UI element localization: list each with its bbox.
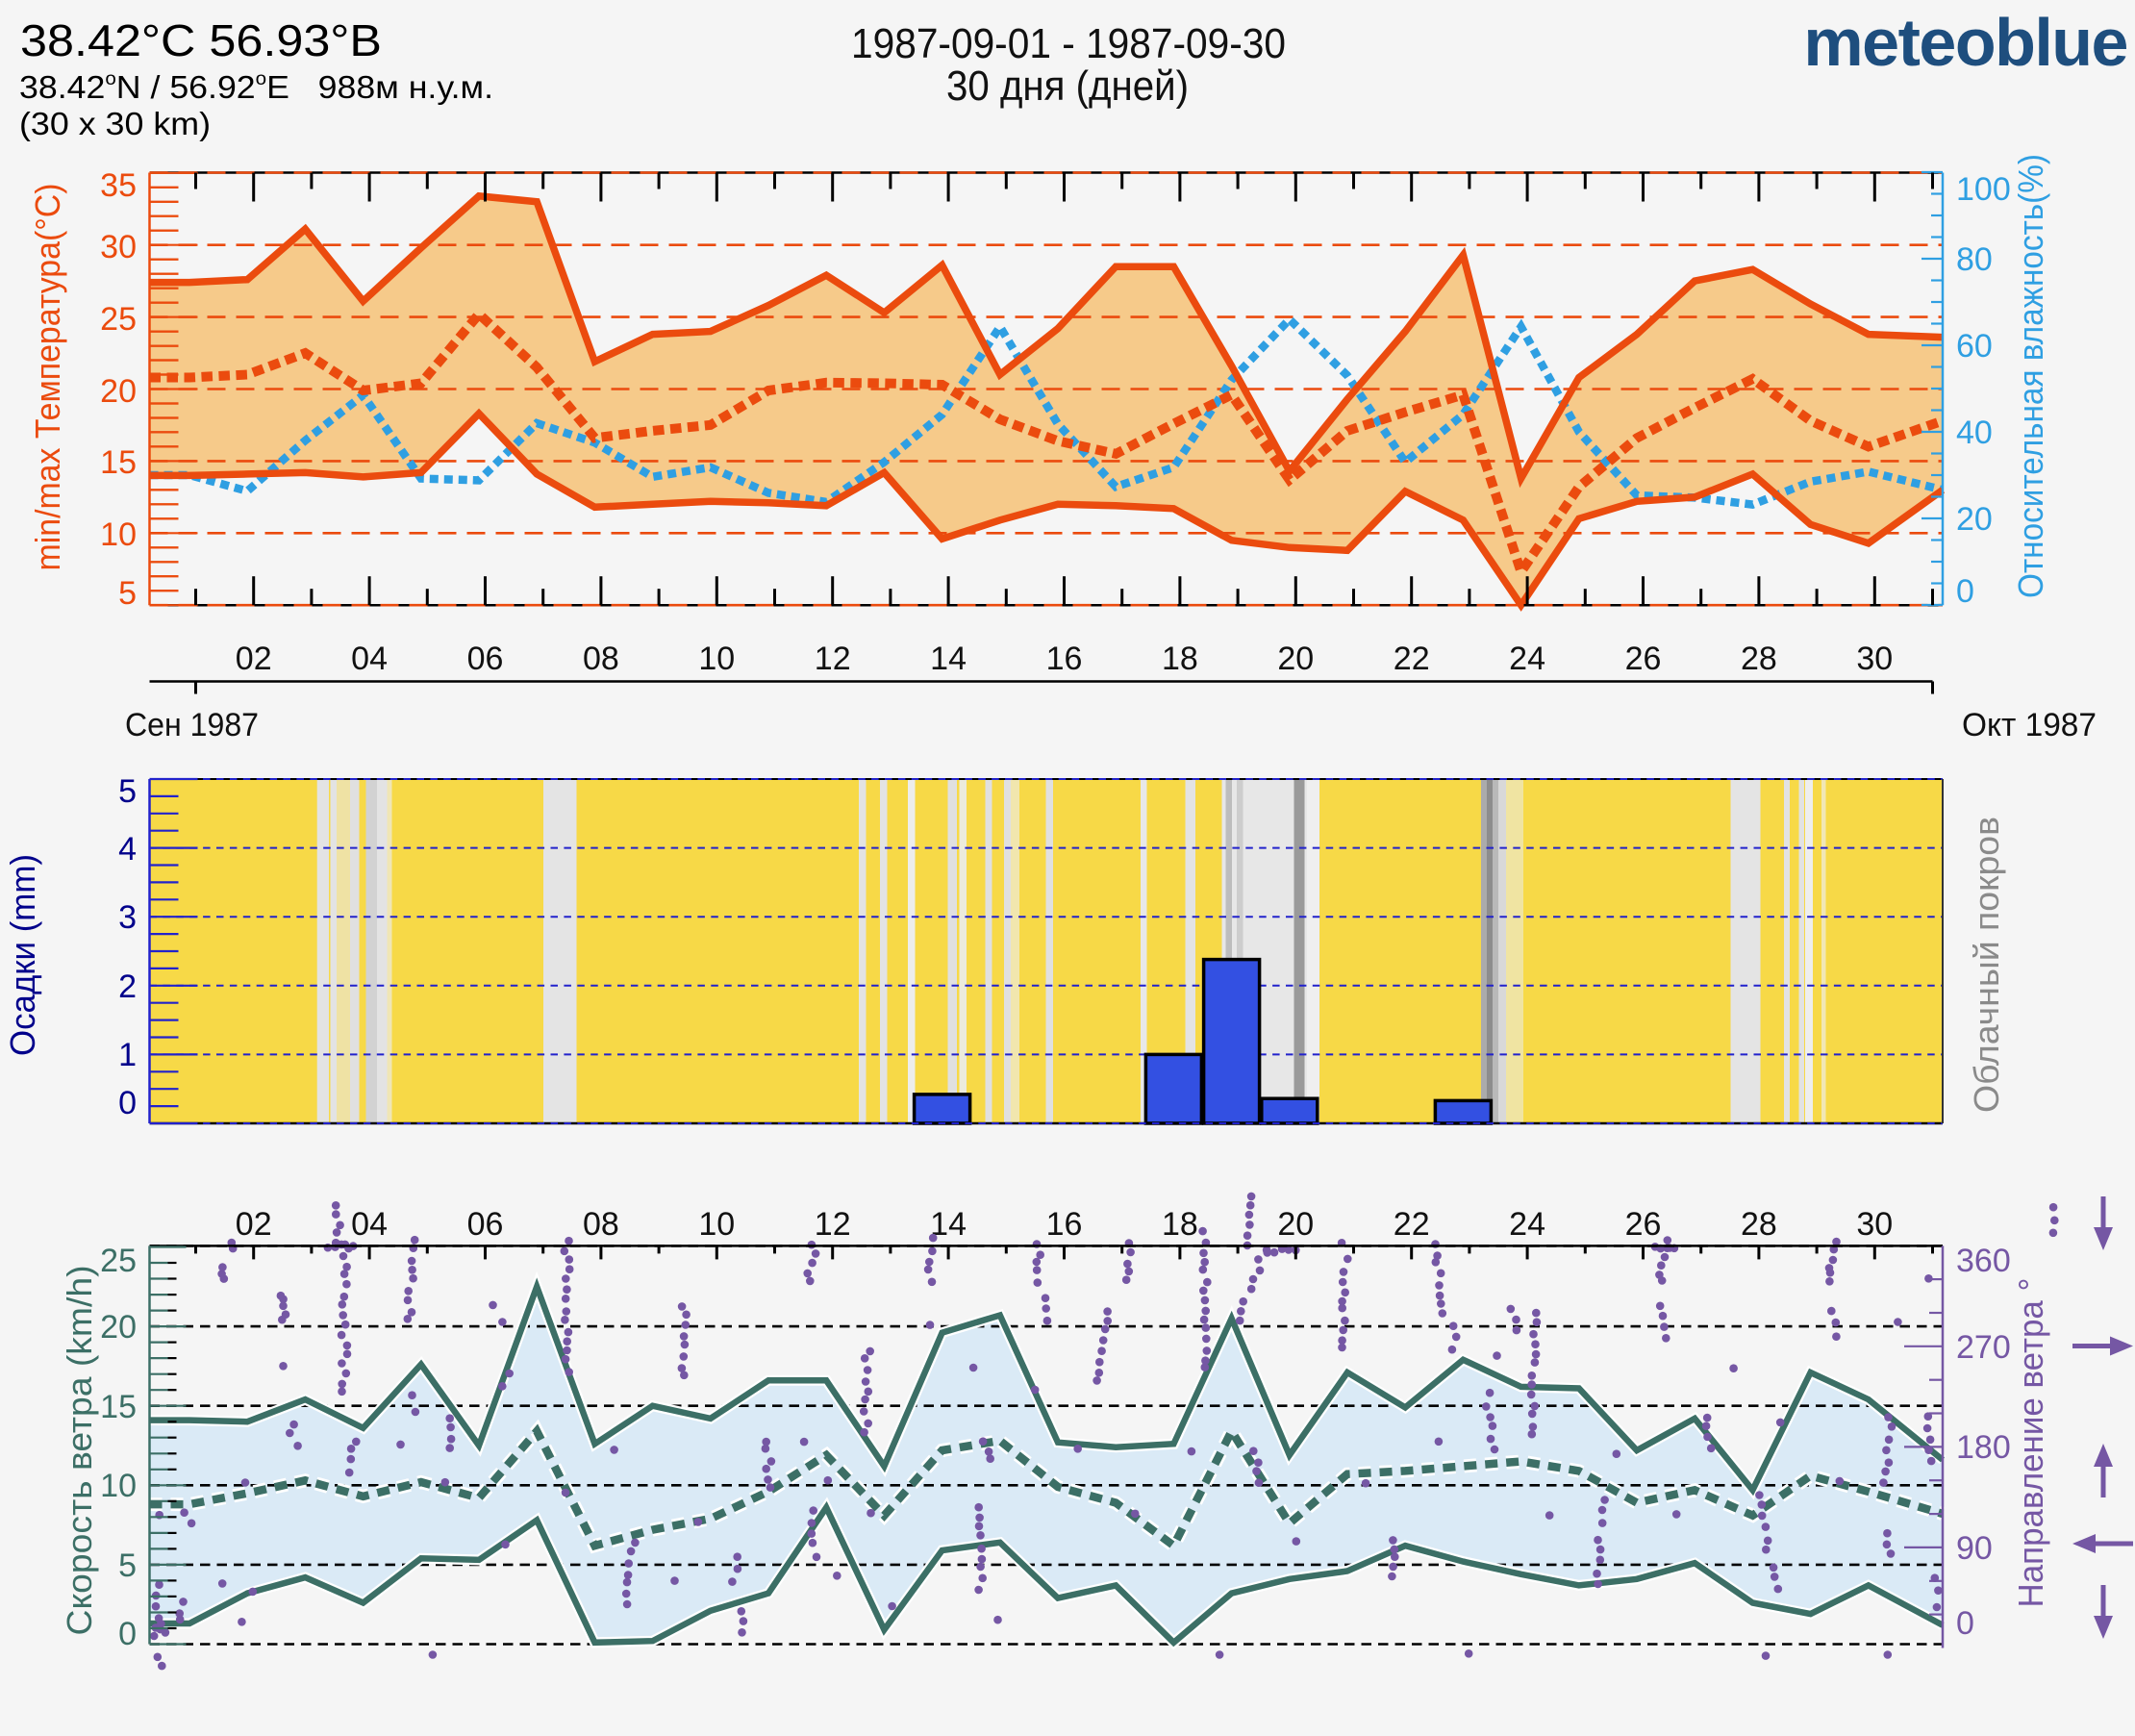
- svg-text:270: 270: [1956, 1329, 2011, 1366]
- svg-text:16: 16: [1046, 641, 1083, 677]
- svg-text:Облачный покров: Облачный покров: [1967, 817, 2006, 1113]
- svg-text:10: 10: [698, 1206, 735, 1243]
- svg-text:18: 18: [1162, 1206, 1198, 1243]
- svg-text:360: 360: [1956, 1243, 2011, 1279]
- svg-text:04: 04: [351, 1206, 388, 1243]
- svg-text:0: 0: [1956, 1605, 1974, 1642]
- svg-text:30 дня (дней): 30 дня (дней): [946, 63, 1189, 110]
- svg-text:meteoblue: meteoblue: [1803, 5, 2127, 80]
- svg-text:24: 24: [1509, 1206, 1545, 1243]
- svg-text:4: 4: [118, 831, 137, 868]
- svg-text:25: 25: [100, 301, 137, 338]
- svg-text:18: 18: [1162, 641, 1198, 677]
- svg-text:180: 180: [1956, 1429, 2011, 1466]
- svg-text:25: 25: [100, 1243, 137, 1279]
- svg-text:12: 12: [815, 1206, 851, 1243]
- svg-text:40: 40: [1956, 415, 1993, 451]
- svg-text:06: 06: [467, 1206, 504, 1243]
- svg-text:2: 2: [118, 969, 137, 1005]
- svg-text:30: 30: [1856, 1206, 1893, 1243]
- svg-text:20: 20: [1277, 1206, 1314, 1243]
- svg-text:02: 02: [236, 641, 272, 677]
- svg-text:12: 12: [815, 641, 851, 677]
- svg-text:5: 5: [118, 1547, 137, 1584]
- svg-text:5: 5: [118, 575, 137, 612]
- svg-text:38.42°C 56.93°В: 38.42°C 56.93°В: [20, 15, 382, 65]
- svg-text:20: 20: [1277, 641, 1314, 677]
- svg-text:Направление ветра °: Направление ветра °: [2011, 1278, 2050, 1608]
- svg-text:10: 10: [698, 641, 735, 677]
- svg-text:02: 02: [236, 1206, 272, 1243]
- svg-text:10: 10: [100, 516, 137, 553]
- svg-text:30: 30: [100, 229, 137, 265]
- svg-text:20: 20: [100, 1309, 137, 1346]
- svg-text:06: 06: [467, 641, 504, 677]
- svg-text:08: 08: [583, 641, 619, 677]
- svg-text:08: 08: [583, 1206, 619, 1243]
- svg-text:04: 04: [351, 641, 388, 677]
- svg-text:Сен 1987: Сен 1987: [125, 707, 259, 743]
- svg-text:26: 26: [1625, 641, 1662, 677]
- svg-text:22: 22: [1394, 641, 1430, 677]
- svg-text:min/max Температура(°C): min/max Температура(°C): [28, 184, 67, 571]
- svg-text:Относительная влажность(%): Относительная влажность(%): [2011, 154, 2050, 598]
- svg-text:10: 10: [100, 1468, 137, 1504]
- svg-text:5: 5: [118, 773, 137, 810]
- svg-text:1987-09-01 - 1987-09-30: 1987-09-01 - 1987-09-30: [851, 20, 1286, 67]
- svg-text:3: 3: [118, 899, 137, 936]
- svg-text:15: 15: [100, 1389, 137, 1425]
- svg-text:20: 20: [100, 373, 137, 410]
- svg-text:15: 15: [100, 444, 137, 481]
- svg-text:24: 24: [1509, 641, 1545, 677]
- svg-text:28: 28: [1741, 641, 1777, 677]
- svg-text:100: 100: [1956, 171, 2011, 208]
- svg-text:30: 30: [1856, 641, 1893, 677]
- svg-text:Окт 1987: Окт 1987: [1962, 707, 2097, 743]
- svg-text:14: 14: [930, 641, 967, 677]
- svg-text:(30 x 30 km): (30 x 30 km): [19, 106, 211, 141]
- svg-text:26: 26: [1625, 1206, 1662, 1243]
- svg-text:35: 35: [100, 167, 137, 204]
- svg-text:60: 60: [1956, 328, 1993, 365]
- svg-text:Осадки (mm): Осадки (mm): [3, 854, 42, 1056]
- svg-text:1: 1: [118, 1037, 137, 1073]
- svg-text:0: 0: [118, 1616, 137, 1652]
- svg-text:0: 0: [118, 1085, 137, 1121]
- svg-text:Скорость ветра (km/h): Скорость ветра (km/h): [60, 1266, 99, 1636]
- svg-text:90: 90: [1956, 1530, 1993, 1567]
- svg-text:28: 28: [1741, 1206, 1777, 1243]
- svg-text:0: 0: [1956, 573, 1974, 610]
- svg-text:16: 16: [1046, 1206, 1083, 1243]
- svg-text:20: 20: [1956, 501, 1993, 538]
- svg-text:22: 22: [1394, 1206, 1430, 1243]
- svg-text:80: 80: [1956, 241, 1993, 278]
